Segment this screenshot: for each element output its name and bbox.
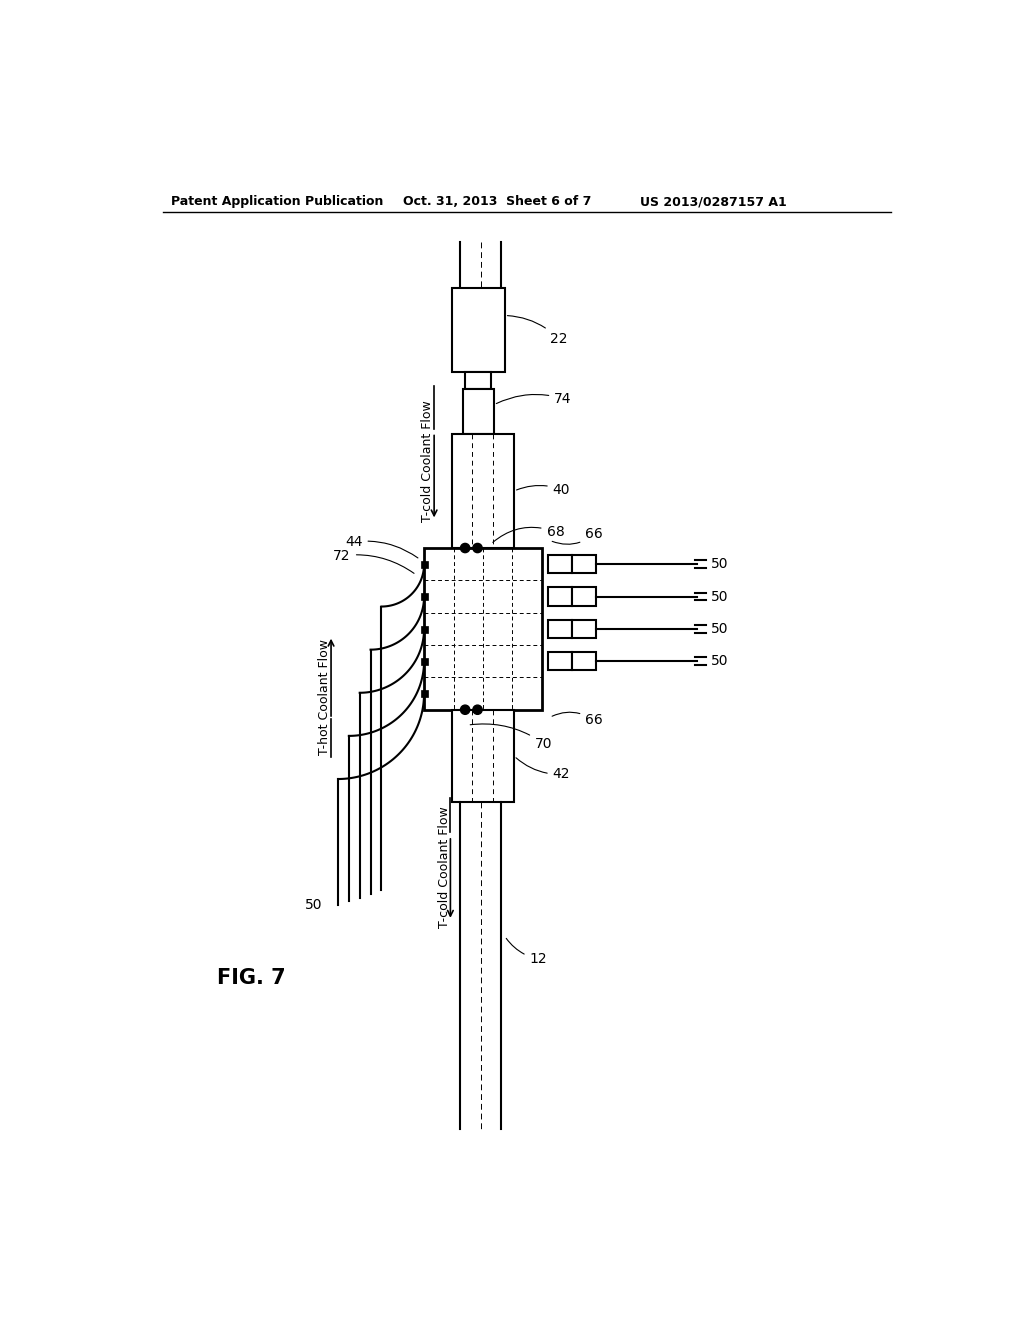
Text: 22: 22 (508, 315, 568, 346)
Bar (452, 434, 514, 548)
Bar (463, 389, 494, 434)
Circle shape (461, 544, 470, 553)
Bar (421, 561, 428, 568)
Text: FIG. 7: FIG. 7 (217, 969, 286, 989)
Bar (548, 652, 572, 671)
Text: 68: 68 (493, 525, 564, 543)
Bar (452, 288, 505, 372)
Text: 74: 74 (497, 392, 571, 405)
Bar (572, 652, 596, 671)
Text: 66: 66 (552, 713, 603, 727)
Bar (548, 587, 572, 606)
Text: T-cold Coolant Flow: T-cold Coolant Flow (422, 400, 434, 521)
Text: Oct. 31, 2013  Sheet 6 of 7: Oct. 31, 2013 Sheet 6 of 7 (403, 195, 592, 209)
Text: 50: 50 (711, 622, 728, 636)
Bar (452, 710, 514, 803)
Text: US 2013/0287157 A1: US 2013/0287157 A1 (640, 195, 786, 209)
Bar (548, 619, 572, 638)
Text: 50: 50 (711, 655, 728, 668)
Circle shape (473, 705, 482, 714)
Bar (421, 626, 428, 632)
Circle shape (473, 544, 482, 553)
Text: 40: 40 (516, 483, 570, 496)
Text: T-hot Coolant Flow: T-hot Coolant Flow (318, 639, 332, 755)
Text: 50: 50 (711, 590, 728, 603)
Bar (424, 548, 542, 710)
Bar (572, 619, 596, 638)
Text: 44: 44 (345, 535, 418, 558)
Bar (421, 659, 428, 665)
Circle shape (461, 705, 470, 714)
Text: T-cold Coolant Flow: T-cold Coolant Flow (437, 807, 451, 928)
Bar (572, 554, 596, 573)
Bar (421, 690, 428, 697)
Text: 70: 70 (470, 723, 552, 751)
Text: 12: 12 (506, 939, 547, 966)
Text: Patent Application Publication: Patent Application Publication (171, 195, 383, 209)
Text: 42: 42 (516, 758, 570, 781)
Bar (572, 587, 596, 606)
Bar (548, 554, 572, 573)
Text: 66: 66 (552, 527, 603, 544)
Text: 50: 50 (711, 557, 728, 572)
Bar (465, 372, 492, 389)
Bar (421, 594, 428, 601)
Text: 72: 72 (334, 549, 414, 573)
Text: 50: 50 (305, 899, 323, 912)
